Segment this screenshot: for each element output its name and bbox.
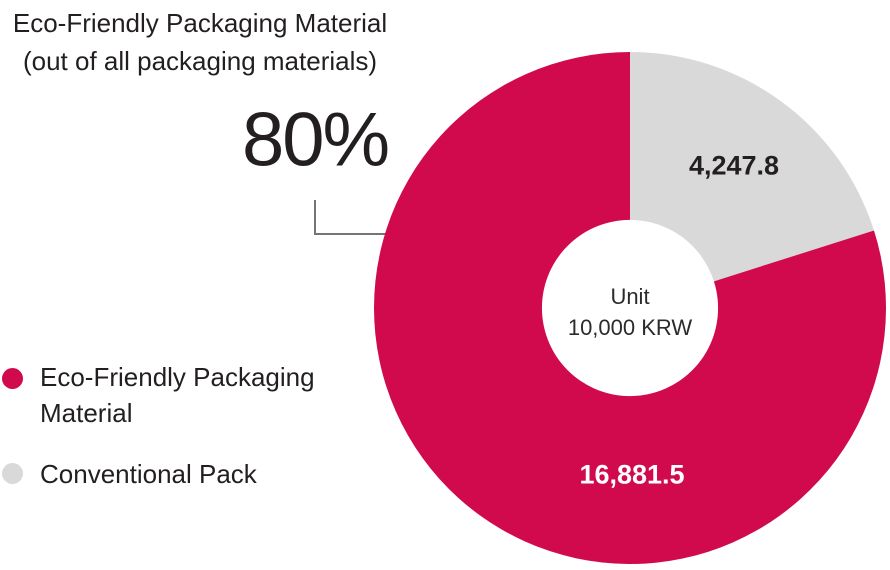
unit-note: Unit 10,000 KRW — [568, 281, 692, 343]
callout-connector-vertical-line — [314, 200, 316, 234]
callout-connector-horizontal-line — [314, 233, 426, 235]
donut-chart-svg — [374, 52, 886, 564]
legend-label-conventional: Conventional Pack — [40, 459, 257, 489]
donut-chart: 4,247.8 16,881.5 Unit 10,000 KRW — [374, 52, 886, 564]
unit-note-line1: Unit — [610, 284, 650, 309]
chart-title-line2: (out of all packaging materials) — [22, 46, 378, 76]
slice-value-label-conventional: 4,247.8 — [688, 150, 780, 181]
donut-slice-1 — [630, 52, 874, 282]
chart-title-line1: Eco-Friendly Packaging Material — [12, 8, 388, 38]
slice-value-label-eco: 16,881.5 — [579, 459, 685, 490]
legend-dot-eco — [2, 368, 23, 389]
donut-slice-0 — [374, 52, 886, 564]
legend-dot-conventional — [2, 463, 23, 484]
percent-callout: 80% — [241, 97, 390, 183]
chart-title: Eco-Friendly Packaging Material (out of … — [0, 4, 400, 80]
legend-label-eco: Eco-Friendly Packaging Material — [40, 362, 315, 428]
unit-note-line2: 10,000 KRW — [567, 315, 693, 340]
